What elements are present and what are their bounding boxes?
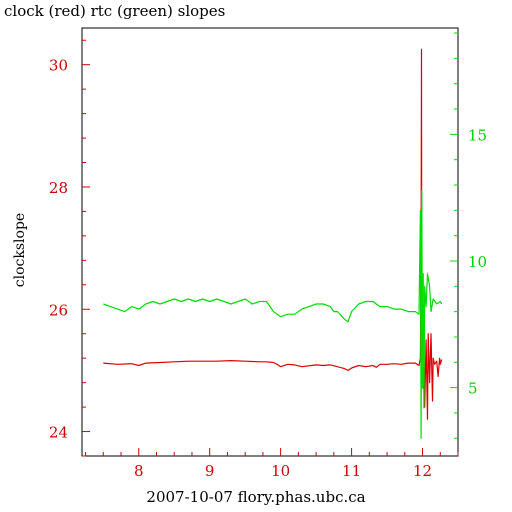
left-tick-label: 26 <box>49 301 68 319</box>
left-tick-label: 28 <box>49 179 68 197</box>
left-axis: 24 26 28 30 <box>49 39 90 457</box>
left-tick-label: 24 <box>49 424 68 442</box>
bottom-tick-label: 9 <box>205 462 215 480</box>
series-line-clock <box>103 48 443 420</box>
bottom-axis: 8 9 10 11 12 <box>85 448 459 480</box>
right-axis: 5 10 15 <box>450 32 487 439</box>
bottom-tick-label: 8 <box>134 462 144 480</box>
bottom-tick-label: 11 <box>342 462 361 480</box>
right-tick-label: 10 <box>468 253 487 271</box>
right-tick-label: 15 <box>468 126 487 144</box>
bottom-tick-label: 12 <box>413 462 432 480</box>
x-axis-label: 2007-10-07 flory.phas.ubc.ca <box>146 488 366 506</box>
plot-frame <box>81 27 459 457</box>
chart-title: clock (red) rtc (green) slopes <box>4 2 226 20</box>
series-layer <box>103 48 443 439</box>
right-tick-label: 5 <box>468 380 478 398</box>
series-line-rtc <box>103 189 443 439</box>
bottom-tick-label: 10 <box>271 462 290 480</box>
left-tick-label: 30 <box>49 57 68 75</box>
